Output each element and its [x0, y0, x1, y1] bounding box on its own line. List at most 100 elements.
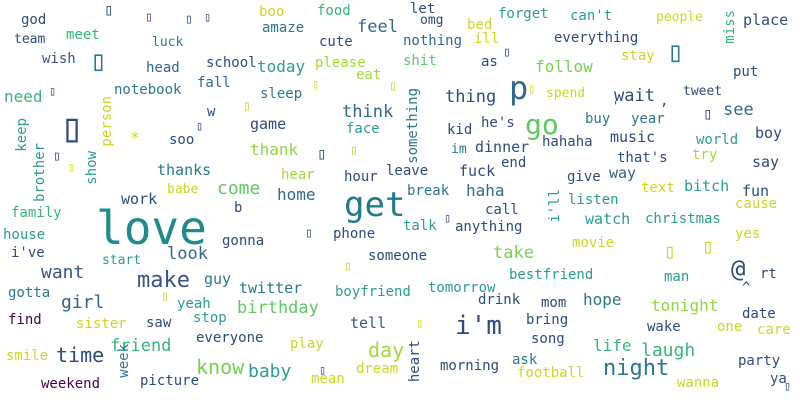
cloud-word: luck	[152, 35, 184, 50]
emoji-glyph: ▯	[664, 239, 677, 263]
cloud-word: thank	[250, 140, 299, 159]
cloud-word: kid	[447, 122, 473, 138]
cloud-word: thanks	[157, 161, 212, 179]
cloud-word: rt	[760, 266, 777, 282]
cloud-word: end	[501, 155, 527, 171]
emoji-glyph: ▯	[305, 226, 313, 241]
cloud-word: keep	[14, 118, 30, 152]
cloud-word: guy	[204, 270, 232, 288]
emoji-glyph: ▯	[416, 316, 424, 330]
emoji-glyph: ▯	[784, 379, 792, 393]
cloud-word: i'm	[455, 311, 502, 341]
cloud-word: call	[485, 202, 519, 218]
cloud-word: bring	[526, 312, 569, 328]
cloud-word: make	[137, 268, 190, 293]
cloud-word: care	[757, 322, 791, 338]
cloud-word: im	[451, 142, 467, 157]
cloud-word: can't	[570, 8, 613, 24]
emoji-glyph: ▯	[389, 79, 397, 94]
cloud-word: dinner	[475, 138, 530, 156]
emoji-glyph: ▯	[444, 211, 452, 225]
cloud-word: sleep	[260, 86, 303, 102]
cloud-word: bitch	[684, 177, 730, 195]
cloud-word: fall	[197, 75, 231, 91]
cloud-word: birthday	[237, 298, 319, 318]
cloud-word: ,	[660, 93, 669, 109]
cloud-word: notebook	[114, 82, 182, 98]
cloud-word: girl	[61, 292, 105, 313]
cloud-word: b	[234, 200, 243, 216]
cloud-word: follow	[535, 57, 593, 76]
cloud-word: today	[257, 57, 306, 76]
cloud-word: eat	[356, 67, 382, 83]
cloud-word: put	[733, 64, 759, 80]
cloud-word: feel	[357, 17, 398, 37]
cloud-word: spend	[546, 86, 586, 101]
cloud-word: drink	[478, 292, 521, 308]
cloud-word: @	[731, 255, 746, 283]
emoji-glyph: ▯	[196, 119, 204, 133]
emoji-glyph: ▯	[317, 144, 327, 163]
cloud-word: p	[509, 69, 529, 107]
cloud-word: fuck	[459, 162, 496, 180]
cloud-word: wake	[647, 319, 681, 335]
emoji-glyph: ▯	[319, 363, 327, 377]
cloud-word: laugh	[641, 340, 696, 361]
cloud-word: way	[609, 164, 637, 182]
cloud-word: nothing	[403, 33, 463, 49]
cloud-word: football	[517, 365, 585, 381]
cloud-word: everything	[554, 30, 639, 46]
cloud-word: i'll	[547, 189, 563, 223]
emoji-glyph: ▯	[667, 35, 684, 68]
cloud-word: someone	[368, 248, 428, 264]
cloud-word: hahaha	[542, 134, 593, 150]
cloud-word: everyone	[196, 330, 264, 346]
cloud-word: stay	[621, 48, 655, 64]
cloud-word: dream	[356, 361, 399, 377]
cloud-word: w	[207, 104, 216, 120]
emoji-glyph: ▯	[703, 104, 713, 123]
cloud-word: yes	[735, 226, 761, 242]
cloud-word: tomorrow	[428, 280, 496, 296]
cloud-word: party	[738, 353, 781, 369]
cloud-word: sister	[76, 316, 127, 332]
cloud-word: start	[102, 253, 142, 268]
cloud-word: ill	[474, 31, 500, 47]
cloud-word: school	[206, 55, 257, 71]
cloud-word: fun	[742, 182, 770, 200]
cloud-word: christmas	[645, 211, 721, 227]
cloud-word: love	[96, 201, 207, 255]
cloud-word: anything	[455, 219, 523, 235]
cloud-word: year	[631, 111, 665, 127]
cloud-word: that's	[617, 150, 668, 166]
cloud-word: babe	[167, 182, 199, 197]
cloud-word: play	[290, 336, 324, 352]
cloud-word: find	[8, 312, 42, 328]
cloud-word: team	[14, 32, 46, 47]
cloud-word: go	[525, 108, 559, 141]
cloud-word: stop	[193, 310, 227, 326]
cloud-word: give	[567, 169, 601, 185]
cloud-word: listen	[568, 192, 619, 208]
emoji-glyph: ▯	[145, 10, 153, 25]
cloud-word: *	[130, 128, 140, 147]
cloud-word: as	[481, 54, 498, 70]
emoji-glyph: ▯	[528, 82, 536, 96]
cloud-word: picture	[140, 373, 200, 389]
cloud-word: twitter	[239, 279, 303, 297]
cloud-word: boy	[755, 124, 783, 142]
cloud-word: weekend	[41, 376, 101, 392]
cloud-word: family	[11, 205, 62, 221]
emoji-glyph: ▯	[49, 84, 57, 98]
emoji-glyph: ▯	[68, 160, 76, 174]
cloud-word: god	[21, 12, 47, 28]
cloud-word: morning	[440, 358, 500, 374]
cloud-word: music	[610, 128, 656, 146]
cloud-word: see	[723, 100, 754, 120]
emoji-glyph: ▯	[503, 45, 511, 60]
cloud-word: time	[56, 343, 105, 367]
cloud-word: watch	[585, 210, 631, 228]
emoji-glyph: ▯	[344, 259, 352, 274]
emoji-glyph: ▯	[104, 0, 114, 19]
cloud-word: week	[116, 344, 132, 378]
